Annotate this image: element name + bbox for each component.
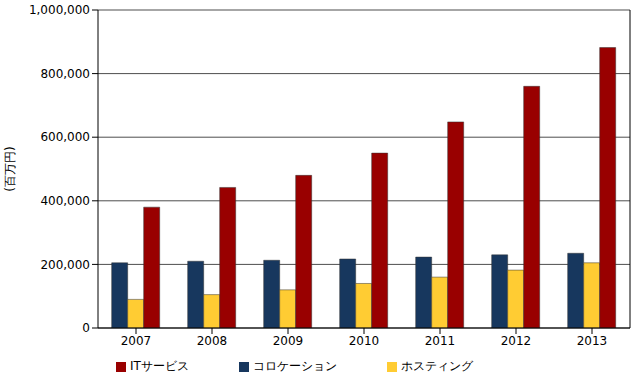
html-text:ホスティング: ホスティング <box>400 359 473 373</box>
svg-text:(百万円): (百万円) <box>8 146 17 191</box>
svg-text:0: 0 <box>82 321 90 335</box>
html-text:ITサービス: ITサービス <box>130 359 189 373</box>
svg-text:200,000: 200,000 <box>40 258 90 272</box>
svg-text:600,000: 600,000 <box>40 130 90 144</box>
svg-text:800,000: 800,000 <box>40 67 90 81</box>
svg-text:2008: 2008 <box>197 334 228 348</box>
svg-text:2013: 2013 <box>577 334 608 348</box>
svg-text:2009: 2009 <box>273 334 304 348</box>
svg-text:1,000,000: 1,000,000 <box>29 3 90 17</box>
svg-text:400,000: 400,000 <box>40 194 90 208</box>
html-text:コロケーション: コロケーション <box>252 359 337 373</box>
svg-text:2012: 2012 <box>501 334 532 348</box>
svg-text:2007: 2007 <box>121 334 152 348</box>
svg-text:2010: 2010 <box>349 334 380 348</box>
svg-text:2011: 2011 <box>425 334 456 348</box>
